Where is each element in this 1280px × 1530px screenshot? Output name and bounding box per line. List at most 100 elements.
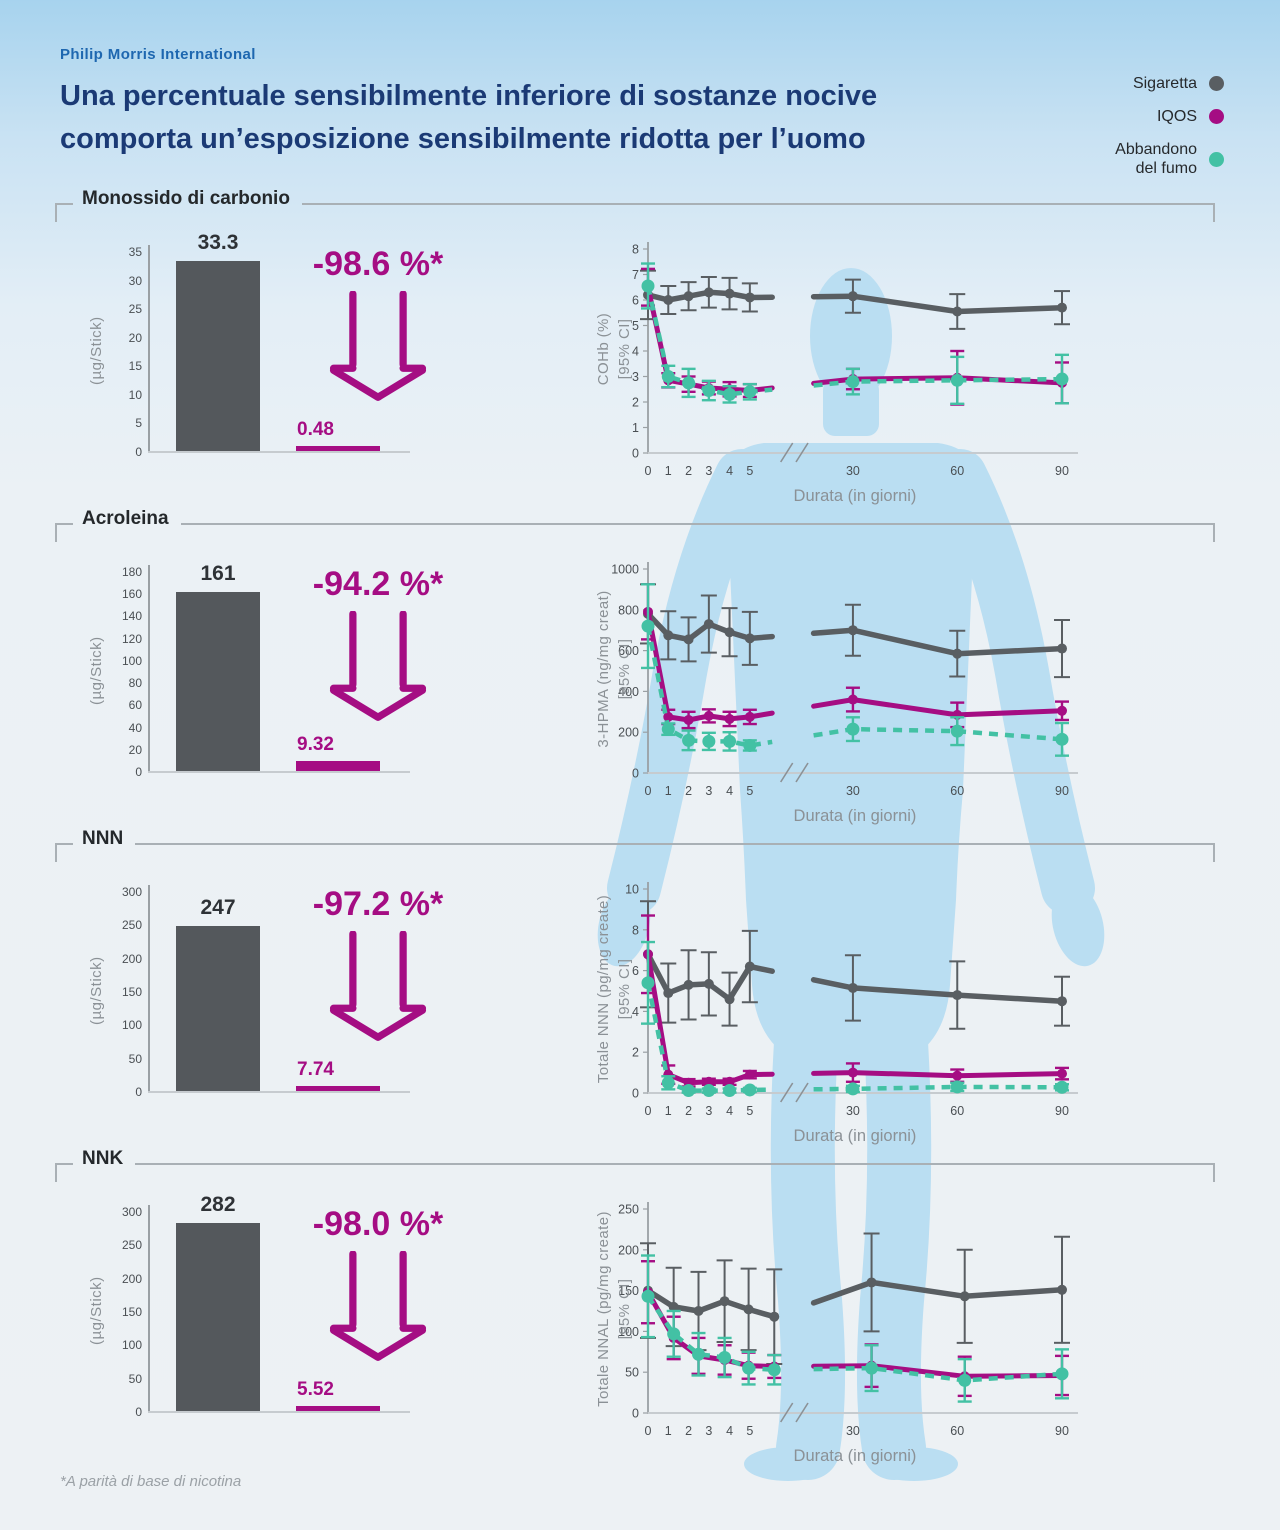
x-tick-label: 30 xyxy=(846,784,860,798)
data-point xyxy=(668,1301,679,1312)
line-y-axis-label-line1: Totale NNN (pg/mg create) xyxy=(595,894,612,1084)
y-tick-label: 7 xyxy=(632,268,639,282)
y-tick-label: 4 xyxy=(632,1005,639,1019)
x-axis-label: Durata (in giorni) xyxy=(794,807,917,825)
y-tick-label: 4 xyxy=(632,345,639,359)
bar-chart: (µg/Stick) 33.3 0.48 -98.6 %* 0 5 10 15 20 25… xyxy=(88,223,498,475)
line-y-axis-label-line1: COHb (%) xyxy=(595,312,612,386)
x-tick-label: 2 xyxy=(685,784,692,798)
x-tick-label: 3 xyxy=(705,1104,712,1118)
data-point xyxy=(683,634,694,645)
cigarette-bar-value: 247 xyxy=(200,896,236,920)
data-point xyxy=(641,619,655,633)
y-tick-label: 100 xyxy=(618,1325,639,1339)
legend-label: IQOS xyxy=(1156,108,1197,125)
y-tick-label: 0 xyxy=(632,767,639,781)
data-point xyxy=(1057,1284,1067,1295)
data-point xyxy=(744,633,755,644)
y-tick-label: 6 xyxy=(632,964,639,978)
bar-y-tick-label: 25 xyxy=(128,302,142,317)
reduction-arrow-icon xyxy=(329,291,427,401)
data-point xyxy=(724,1076,735,1087)
y-tick-label: 150 xyxy=(618,1284,639,1298)
section-header: NNN xyxy=(55,827,1215,863)
iqos-bar-value: 0.48 xyxy=(297,419,334,440)
data-point xyxy=(1057,705,1067,716)
data-point xyxy=(663,295,674,305)
data-point xyxy=(846,1082,860,1096)
bar-y-tick-label: 250 xyxy=(121,918,142,933)
section-content: (µg/Stick) 247 7.74 -97.2 %* 0 50 100 150 20… xyxy=(55,863,1215,1147)
data-point xyxy=(702,384,716,398)
data-point xyxy=(703,978,714,989)
data-point xyxy=(683,979,694,990)
data-point xyxy=(847,982,858,993)
data-point xyxy=(1055,1080,1069,1094)
section-title: NNK xyxy=(82,1148,124,1169)
x-tick-label: 60 xyxy=(950,1104,964,1118)
axis-break-icon xyxy=(780,762,794,783)
reduction-percentage: -97.2 %* xyxy=(312,885,444,923)
reduction-arrow-icon xyxy=(329,611,427,721)
x-tick-label: 4 xyxy=(726,464,733,478)
data-point xyxy=(866,1277,877,1288)
data-point xyxy=(952,648,963,659)
bar-y-tick-label: 20 xyxy=(128,330,142,345)
bar-y-axis-label: (µg/Stick) xyxy=(88,1276,105,1346)
section-rule xyxy=(180,523,1215,542)
bar-y-tick-label: 300 xyxy=(121,1205,142,1219)
bar-chart: (µg/Stick) 247 7.74 -97.2 %* 0 50 100 150 20… xyxy=(88,863,498,1115)
substance-section: NNK (µg/Stick) 282 5.52 -98.0 %* 0 50 100 1… xyxy=(55,1147,1215,1467)
x-tick-label: 3 xyxy=(705,784,712,798)
x-tick-label: 0 xyxy=(645,1424,652,1438)
data-point xyxy=(950,373,964,387)
data-point xyxy=(663,988,674,999)
axis-break-icon xyxy=(795,1082,809,1103)
iqos-bar-value: 9.32 xyxy=(297,733,334,755)
line-y-axis-label: Totale NNAL (pg/mg create) [95% CI] xyxy=(593,1201,637,1417)
section-header: Monossido di carbonio xyxy=(55,187,1215,223)
cigarette-bar-value: 161 xyxy=(200,562,236,586)
x-axis-label: Durata (in giorni) xyxy=(794,487,917,505)
data-point xyxy=(744,1069,755,1080)
abbandono-dot-icon xyxy=(1209,151,1224,167)
section-title: Acroleina xyxy=(82,508,169,529)
data-point xyxy=(958,1373,972,1387)
bar-y-tick-label: 30 xyxy=(128,273,142,288)
bar-y-tick-label: 160 xyxy=(121,587,142,602)
data-point xyxy=(703,287,714,298)
section-content: (µg/Stick) 282 5.52 -98.0 %* 0 50 100 150 20… xyxy=(55,1183,1215,1467)
y-tick-label: 400 xyxy=(618,685,639,699)
x-tick-label: 0 xyxy=(645,784,652,798)
bar-y-tick-label: 5 xyxy=(135,416,142,431)
substance-section: Acroleina (µg/Stick) 161 9.32 -94.2 %* 0… xyxy=(55,507,1215,827)
data-point xyxy=(1055,732,1069,746)
data-point xyxy=(641,279,655,293)
bar-y-tick-label: 80 xyxy=(128,676,142,691)
x-tick-label: 2 xyxy=(685,464,692,478)
data-point xyxy=(743,1304,754,1315)
data-point xyxy=(1057,643,1067,654)
line-y-axis-label: COHb (%) [95% CI] xyxy=(593,241,637,457)
section-rule xyxy=(301,203,1215,222)
bar-y-tick-label: 180 xyxy=(121,565,142,579)
series-sigaretta xyxy=(640,269,1070,330)
title-line-2: comporta un’esposizione sensibilmente ri… xyxy=(60,123,866,155)
legend: Sigaretta IQOS Abbandono del fumo xyxy=(1115,74,1224,178)
x-tick-label: 60 xyxy=(950,784,964,798)
cigarette-bar xyxy=(176,592,260,771)
x-tick-label: 30 xyxy=(846,1104,860,1118)
x-tick-label: 30 xyxy=(846,1424,860,1438)
y-tick-label: 50 xyxy=(625,1366,639,1380)
bar-y-tick-label: 150 xyxy=(121,985,142,999)
line-chart: COHb (%) [95% CI] 0 1 2 3 4 5 6 7 8 0 1 2 3 4 5 30 60 90 D… xyxy=(536,239,1160,507)
y-tick-label: 1 xyxy=(632,421,639,435)
line-y-axis-label-line1: 3-HPMA (ng/mg creat) xyxy=(595,590,612,748)
x-tick-label: 4 xyxy=(726,1424,733,1438)
x-tick-label: 5 xyxy=(746,1424,753,1438)
y-tick-label: 200 xyxy=(618,1243,639,1257)
section-header: NNK xyxy=(55,1147,1215,1183)
data-point xyxy=(846,375,860,389)
bar-y-tick-label: 100 xyxy=(121,653,142,668)
